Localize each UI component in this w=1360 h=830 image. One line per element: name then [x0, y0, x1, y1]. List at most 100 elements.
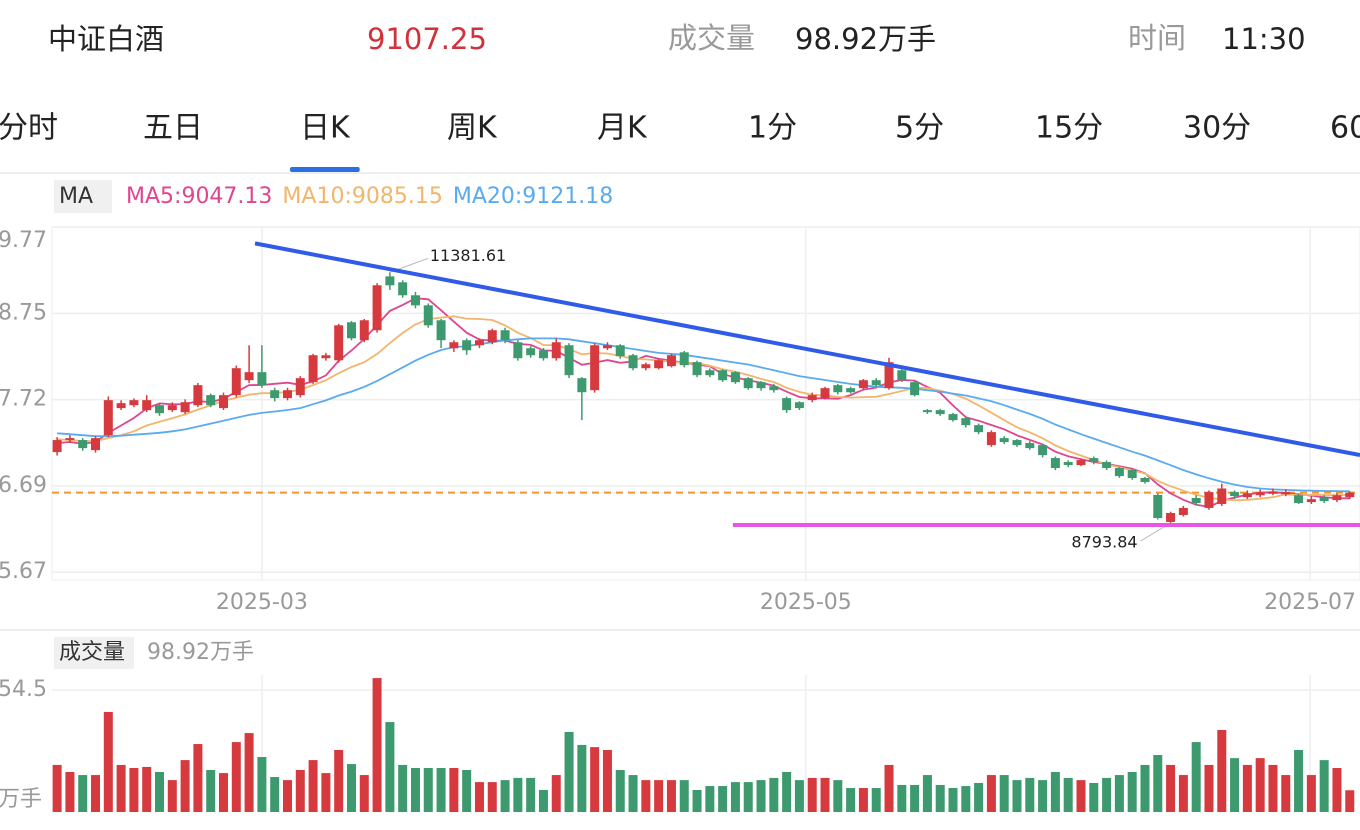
period-tab[interactable]: 60 [1330, 111, 1360, 146]
candle-body [142, 400, 152, 411]
candle-body [602, 345, 612, 349]
candle-body [628, 355, 638, 369]
candle-body [538, 350, 548, 359]
candle-body [564, 345, 574, 376]
volume-bar [474, 782, 484, 812]
period-tab[interactable]: 30分 [1183, 111, 1251, 146]
candle-body [1332, 495, 1342, 501]
candle-body [1050, 458, 1060, 469]
period-tab[interactable]: 1分 [748, 111, 797, 146]
ma-line [57, 297, 1350, 508]
volume-bar [231, 742, 241, 812]
volume-label: 成交量 [668, 21, 755, 55]
candle-body [743, 378, 753, 389]
candle-body [500, 330, 510, 341]
candle-body [231, 368, 241, 396]
candle-body [1191, 497, 1201, 504]
y-tick-label: 5.67 [0, 559, 47, 584]
volume-bar [91, 775, 101, 812]
candle-body [1102, 462, 1112, 469]
volume-bar [1166, 764, 1176, 812]
candle-body [218, 395, 228, 409]
candle-body [116, 403, 126, 409]
candle-body [884, 362, 894, 389]
candle-body [1281, 491, 1291, 495]
y-tick-label: 7.72 [0, 387, 47, 412]
volume-bar [846, 788, 856, 812]
volume-bar [602, 749, 612, 812]
period-tab[interactable]: 分时 [0, 111, 58, 146]
candle-body [78, 440, 88, 449]
volume-bar [193, 744, 203, 812]
volume-bar [295, 769, 305, 812]
period-tab[interactable]: 五日 [143, 111, 203, 146]
volume-bar [1268, 764, 1278, 812]
candle-body [615, 345, 625, 357]
candle-body [423, 305, 433, 326]
volume-bar [1025, 777, 1035, 812]
volume-bar [410, 768, 420, 812]
volume-bar [526, 777, 536, 812]
candle-body [1166, 512, 1176, 522]
legend-entry: MA20:9121.18 [453, 184, 613, 209]
candle-body [346, 322, 356, 339]
candle-body [922, 410, 932, 413]
volume-bar [372, 678, 382, 812]
candle-body [308, 355, 318, 383]
volume-bar [206, 769, 216, 812]
y-tick-label: 9.77 [0, 228, 47, 253]
candle-body [641, 364, 651, 369]
volume-bar [948, 788, 958, 812]
volume-bar [820, 777, 830, 812]
period-tab[interactable]: 周K [447, 111, 498, 146]
last-price: 9107.25 [367, 22, 487, 56]
x-tick-label: 2025-03 [216, 590, 308, 615]
volume-bar [718, 786, 728, 812]
period-tab[interactable]: 月K [597, 111, 648, 146]
volume-bar [590, 747, 600, 812]
volume-bar [346, 764, 356, 812]
ma-line [57, 315, 1350, 502]
volume-bar [730, 782, 740, 812]
volume-bar [986, 775, 996, 812]
volume-bar [116, 764, 126, 812]
volume-bar [769, 777, 779, 812]
period-tab[interactable]: 5分 [895, 111, 944, 146]
candle-body [1140, 478, 1150, 482]
volume-bar [500, 780, 510, 812]
volume-bar [462, 769, 472, 812]
candle-body [705, 370, 715, 376]
candle-body [1089, 458, 1099, 463]
volume-bar [142, 766, 152, 812]
candle-body [807, 395, 817, 401]
volume-bar [1332, 768, 1342, 812]
volume-bar [577, 744, 587, 812]
candle-body [91, 438, 101, 451]
volume-bar [705, 786, 715, 812]
volume-bar [423, 768, 433, 812]
x-tick-label: 2025-07 [1264, 590, 1356, 615]
volume-bar [129, 768, 139, 812]
candle-body [474, 340, 484, 346]
candle-body [193, 385, 203, 406]
volume-bar [398, 764, 408, 812]
period-tab[interactable]: 日K [300, 111, 351, 146]
volume-bar [935, 784, 945, 812]
volume-title: 成交量 [59, 640, 125, 665]
candle-body [295, 378, 305, 396]
volume-bar [1230, 758, 1240, 812]
time-value: 11:30 [1222, 22, 1306, 56]
volume-bar [756, 780, 766, 812]
period-tab[interactable]: 15分 [1035, 111, 1103, 146]
candle-body [334, 325, 344, 361]
volume-bar [334, 749, 344, 812]
candle-body [385, 276, 395, 286]
volume-bar [308, 760, 318, 812]
volume-bar [78, 775, 88, 812]
volume-bar [654, 780, 664, 812]
volume-bar [1089, 782, 1099, 812]
volume-bar [615, 769, 625, 812]
volume-bar [1294, 749, 1304, 812]
candle-body [948, 414, 958, 421]
candle-body [1038, 445, 1048, 456]
